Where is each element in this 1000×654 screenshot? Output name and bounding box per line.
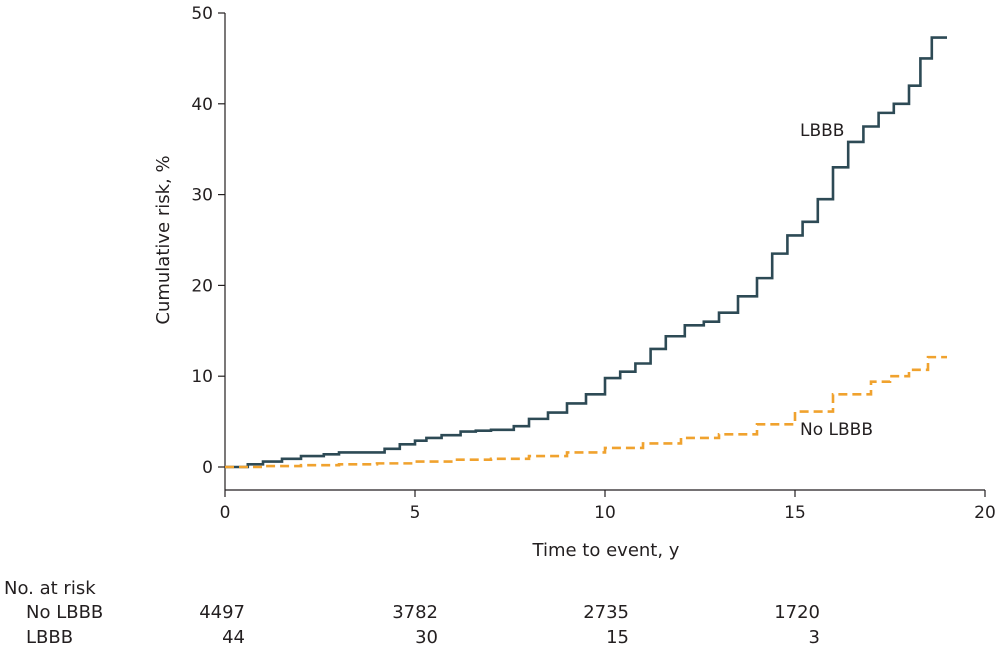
series-line-lbbb (225, 36, 947, 469)
y-tick-label: 10 (191, 367, 213, 387)
series-label-lbbb: LBBB (800, 121, 844, 141)
x-axis-title: Time to event, y (532, 540, 680, 561)
x-tick-label: 0 (220, 503, 231, 523)
x-tick-label: 10 (594, 503, 616, 523)
y-tick-label: 20 (191, 276, 213, 296)
y-tick-label: 30 (191, 186, 213, 206)
y-tick-label: 50 (191, 4, 213, 24)
axes (224, 13, 985, 491)
x-tick-label: 15 (784, 503, 806, 523)
y-axis-title: Cumulative risk, % (153, 155, 174, 324)
ticks: 0 10 20 30 40 50 0 5 10 15 20 (191, 4, 995, 523)
y-tick-label: 0 (202, 458, 213, 478)
x-tick-label: 5 (410, 503, 421, 523)
series-lines (225, 36, 947, 469)
series-label-no-lbbb: No LBBB (800, 420, 873, 440)
y-tick-label: 40 (191, 95, 213, 115)
x-tick-label: 20 (974, 503, 996, 523)
series-line-no-lbbb (225, 355, 947, 469)
